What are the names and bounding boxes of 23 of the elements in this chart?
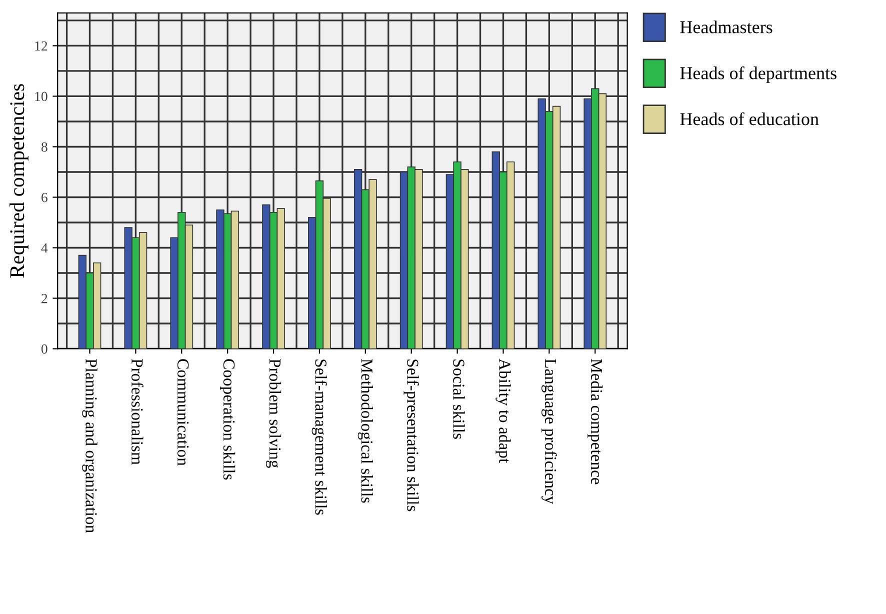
- y-tick-label: 4: [41, 243, 48, 253]
- x-tick-label: Ability to adapt: [496, 358, 511, 463]
- y-tick-label: 6: [42, 192, 48, 202]
- legend-label: Headmasters: [680, 20, 772, 34]
- y-tick-label: 8: [41, 142, 48, 152]
- x-tick-label: Methodological skills: [358, 358, 373, 503]
- y-tick-label: 2: [42, 294, 48, 304]
- y-tick-label: 0: [41, 344, 48, 354]
- x-tick-label: Planning and organization: [82, 358, 98, 533]
- x-tick-label: Cooperation skills: [220, 359, 236, 480]
- legend-label: Heads of departments: [680, 66, 836, 83]
- x-tick-label: Problem solving: [266, 358, 282, 468]
- x-tick-label: Social skills: [453, 360, 465, 439]
- y-tick-label: 12: [35, 41, 48, 51]
- x-tick-label: Professionalism: [132, 358, 144, 465]
- x-tick-label: Language proficiency: [542, 358, 557, 504]
- x-tick-label: Self-management skills: [312, 360, 328, 515]
- y-tick-label: 10: [35, 92, 48, 102]
- x-tick-label: Communication: [177, 359, 189, 466]
- legend-label: Heads of education: [680, 112, 819, 126]
- x-tick-label: Self-presentation skills: [404, 360, 419, 512]
- y-axis-title: Required competencies: [10, 84, 28, 278]
- x-tick-label: Media competence: [588, 358, 603, 484]
